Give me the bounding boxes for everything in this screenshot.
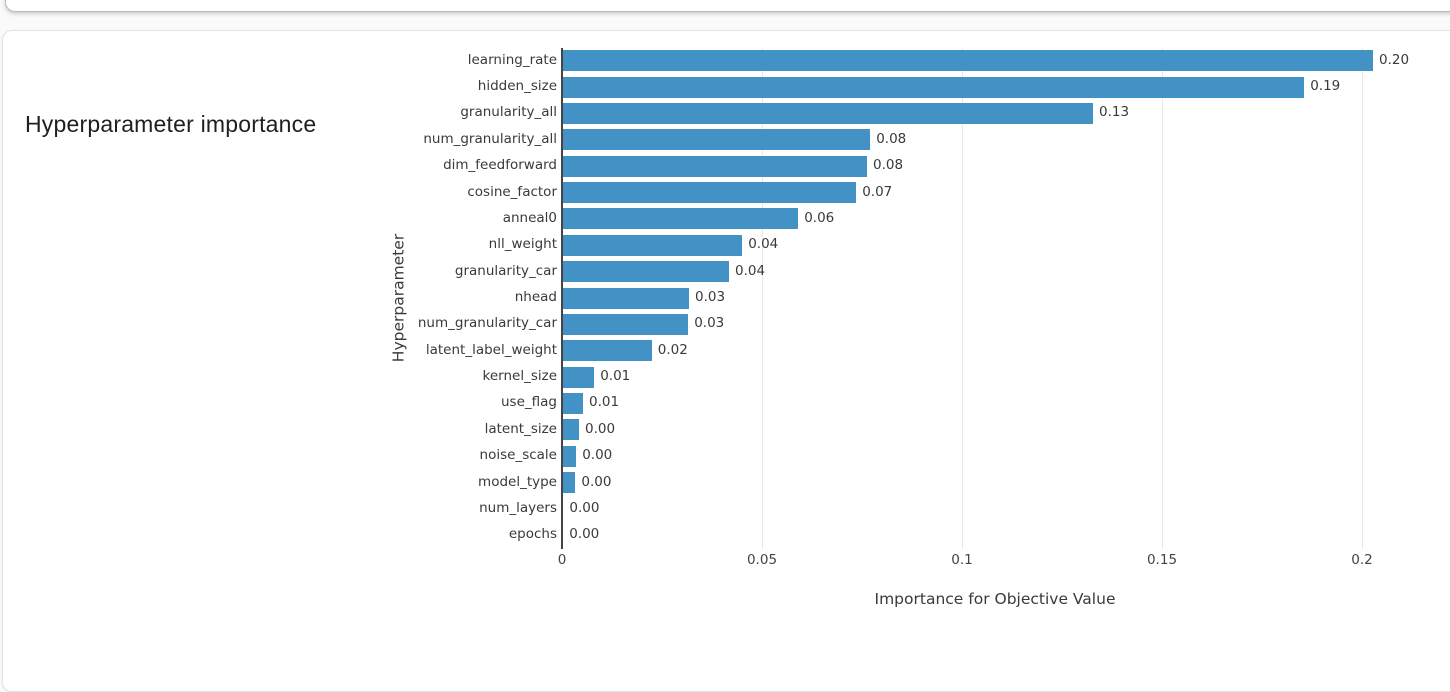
gridline-0.2 [1361,47,1363,549]
value-label-anneal0: 0.06 [804,209,835,226]
category-label-nhead: nhead [514,289,557,305]
value-label-model_type: 0.00 [581,473,612,490]
chart-title: Hyperparameter importance [25,111,317,137]
bar-num_granularity_all[interactable] [563,129,871,151]
bar-dim_feedforward[interactable] [563,155,867,177]
category-label-model_type: model_type [478,473,557,490]
gridline-0.1 [961,47,963,549]
category-label-noise_scale: noise_scale [479,447,557,464]
value-label-hidden_size: 0.19 [1310,78,1341,95]
value-label-kernel_size: 0.01 [600,368,631,385]
value-label-learning_rate: 0.20 [1379,51,1410,68]
x-tick-label: 0.1 [951,552,973,568]
value-label-granularity_car: 0.04 [735,262,766,279]
category-label-use_flag: use_flag [501,394,557,411]
bar-kernel_size[interactable] [563,366,595,388]
x-tick-label: 0.15 [1146,552,1178,568]
bar-anneal0[interactable] [563,208,799,230]
value-label-epochs: 0.00 [569,526,600,543]
category-label-num_granularity_all: num_granularity_all [423,130,557,147]
gridline-0.05 [761,47,763,549]
x-tick-label: 0.2 [1351,552,1373,568]
bar-num_granularity_car[interactable] [563,313,689,335]
value-label-noise_scale: 0.00 [582,447,613,464]
category-label-cosine_factor: cosine_factor [467,183,557,200]
bar-granularity_car[interactable] [563,261,729,283]
category-label-granularity_all: granularity_all [460,104,557,121]
value-label-latent_size: 0.00 [585,420,616,437]
x-tick-label: 0.05 [746,552,778,568]
value-label-num_granularity_all: 0.08 [876,130,907,147]
previous-card-bottom-edge [5,0,1450,12]
x-axis-title: Importance for Objective Value [874,590,1116,608]
category-label-num_layers: num_layers [479,499,557,516]
category-label-granularity_car: granularity_car [454,262,557,279]
value-label-dim_feedforward: 0.08 [873,157,904,174]
bar-model_type[interactable] [563,472,576,494]
bar-latent_size[interactable] [563,419,579,441]
value-label-cosine_factor: 0.07 [862,183,893,200]
x-tick-label: 0 [557,552,567,568]
value-label-num_layers: 0.00 [569,499,600,516]
category-label-anneal0: anneal0 [502,209,557,226]
bar-cosine_factor[interactable] [563,182,857,204]
value-label-nhead: 0.03 [695,289,726,305]
bar-nhead[interactable] [563,287,689,309]
category-label-latent_label_weight: latent_label_weight [425,341,557,358]
bar-noise_scale[interactable] [563,445,577,467]
value-label-nll_weight: 0.04 [748,236,779,253]
bar-granularity_all[interactable] [563,102,1093,124]
value-label-use_flag: 0.01 [589,394,620,411]
bar-latent_label_weight[interactable] [563,340,652,362]
category-label-num_granularity_car: num_granularity_car [417,315,557,332]
bar-hidden_size[interactable] [563,76,1305,98]
value-label-latent_label_weight: 0.02 [657,341,688,358]
bar-use_flag[interactable] [563,392,583,414]
category-label-kernel_size: kernel_size [482,368,558,385]
bar-learning_rate[interactable] [563,50,1373,72]
category-label-hidden_size: hidden_size [477,78,557,95]
importance-bar-chart: Importance for Objective Value Hyperpara… [390,47,1410,608]
category-label-latent_size: latent_size [484,420,557,437]
category-label-dim_feedforward: dim_feedforward [443,157,557,174]
value-label-num_granularity_car: 0.03 [694,315,725,332]
value-label-granularity_all: 0.13 [1099,104,1130,121]
bar-nll_weight[interactable] [563,234,743,256]
category-label-nll_weight: nll_weight [488,236,557,253]
category-label-learning_rate: learning_rate [467,51,557,68]
gridline-0.15 [1161,47,1163,549]
category-label-epochs: epochs [508,526,557,543]
y-axis-zero-line [561,47,563,549]
